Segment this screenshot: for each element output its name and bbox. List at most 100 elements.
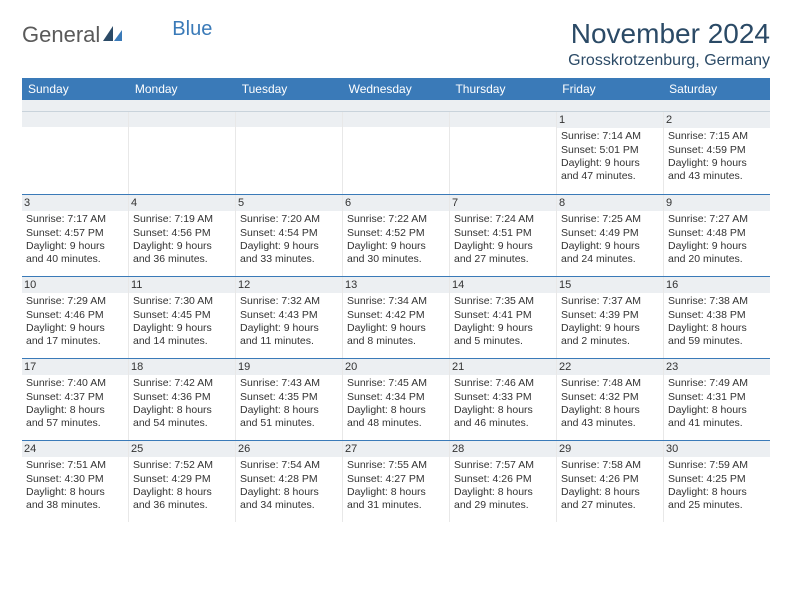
- day-number: 1: [557, 112, 663, 128]
- sunset-line: Sunset: 4:54 PM: [240, 227, 338, 240]
- daylight-line: Daylight: 9 hours and 5 minutes.: [454, 322, 552, 349]
- day-cell: [22, 112, 129, 194]
- day-number: 26: [236, 441, 342, 457]
- day-number: 14: [450, 277, 556, 293]
- sunrise-line: Sunrise: 7:55 AM: [347, 459, 445, 472]
- weekday-header: Tuesday: [236, 78, 343, 100]
- logo-text-blue: Blue: [172, 18, 212, 41]
- day-number: 4: [129, 195, 235, 211]
- daylight-line: Daylight: 9 hours and 11 minutes.: [240, 322, 338, 349]
- sunrise-line: Sunrise: 7:15 AM: [668, 130, 766, 143]
- location-label: Grosskrotzenburg, Germany: [568, 52, 770, 70]
- day-cell: 11Sunrise: 7:30 AMSunset: 4:45 PMDayligh…: [129, 277, 236, 358]
- sunset-line: Sunset: 4:51 PM: [454, 227, 552, 240]
- day-number: 16: [664, 277, 770, 293]
- day-cell: 7Sunrise: 7:24 AMSunset: 4:51 PMDaylight…: [450, 195, 557, 276]
- week-row: 24Sunrise: 7:51 AMSunset: 4:30 PMDayligh…: [22, 440, 770, 522]
- sunset-line: Sunset: 4:34 PM: [347, 391, 445, 404]
- day-number: 21: [450, 359, 556, 375]
- daylight-line: Daylight: 8 hours and 51 minutes.: [240, 404, 338, 431]
- day-cell: 30Sunrise: 7:59 AMSunset: 4:25 PMDayligh…: [664, 441, 770, 522]
- day-cell: [343, 112, 450, 194]
- daylight-line: Daylight: 9 hours and 43 minutes.: [668, 157, 766, 184]
- sunset-line: Sunset: 4:42 PM: [347, 309, 445, 322]
- daylight-line: Daylight: 9 hours and 24 minutes.: [561, 240, 659, 267]
- sunrise-line: Sunrise: 7:57 AM: [454, 459, 552, 472]
- day-number: 13: [343, 277, 449, 293]
- day-cell: 17Sunrise: 7:40 AMSunset: 4:37 PMDayligh…: [22, 359, 129, 440]
- daylight-line: Daylight: 9 hours and 8 minutes.: [347, 322, 445, 349]
- day-number: 10: [22, 277, 128, 293]
- day-number: [236, 112, 342, 127]
- daylight-line: Daylight: 8 hours and 29 minutes.: [454, 486, 552, 513]
- sunrise-line: Sunrise: 7:51 AM: [26, 459, 124, 472]
- calendar-page: General Blue November 2024 Grosskrotzenb…: [0, 0, 792, 540]
- day-cell: 4Sunrise: 7:19 AMSunset: 4:56 PMDaylight…: [129, 195, 236, 276]
- day-number: 23: [664, 359, 770, 375]
- daylight-line: Daylight: 8 hours and 34 minutes.: [240, 486, 338, 513]
- daylight-line: Daylight: 8 hours and 43 minutes.: [561, 404, 659, 431]
- day-cell: 12Sunrise: 7:32 AMSunset: 4:43 PMDayligh…: [236, 277, 343, 358]
- week-row: 1Sunrise: 7:14 AMSunset: 5:01 PMDaylight…: [22, 112, 770, 194]
- day-cell: 23Sunrise: 7:49 AMSunset: 4:31 PMDayligh…: [664, 359, 770, 440]
- sunset-line: Sunset: 4:35 PM: [240, 391, 338, 404]
- day-number: 7: [450, 195, 556, 211]
- sunrise-line: Sunrise: 7:43 AM: [240, 377, 338, 390]
- sunset-line: Sunset: 4:45 PM: [133, 309, 231, 322]
- month-title: November 2024: [568, 18, 770, 50]
- day-number: 25: [129, 441, 235, 457]
- daylight-line: Daylight: 9 hours and 47 minutes.: [561, 157, 659, 184]
- day-number: 18: [129, 359, 235, 375]
- day-cell: 20Sunrise: 7:45 AMSunset: 4:34 PMDayligh…: [343, 359, 450, 440]
- daylight-line: Daylight: 8 hours and 25 minutes.: [668, 486, 766, 513]
- day-number: 19: [236, 359, 342, 375]
- day-cell: 9Sunrise: 7:27 AMSunset: 4:48 PMDaylight…: [664, 195, 770, 276]
- day-cell: 16Sunrise: 7:38 AMSunset: 4:38 PMDayligh…: [664, 277, 770, 358]
- daylight-line: Daylight: 8 hours and 36 minutes.: [133, 486, 231, 513]
- sunrise-line: Sunrise: 7:17 AM: [26, 213, 124, 226]
- logo-text-general: General: [22, 22, 100, 48]
- week-row: 10Sunrise: 7:29 AMSunset: 4:46 PMDayligh…: [22, 276, 770, 358]
- day-number: 20: [343, 359, 449, 375]
- sunset-line: Sunset: 4:36 PM: [133, 391, 231, 404]
- sunset-line: Sunset: 4:27 PM: [347, 473, 445, 486]
- daylight-line: Daylight: 9 hours and 2 minutes.: [561, 322, 659, 349]
- daylight-line: Daylight: 8 hours and 38 minutes.: [26, 486, 124, 513]
- day-cell: 27Sunrise: 7:55 AMSunset: 4:27 PMDayligh…: [343, 441, 450, 522]
- title-block: November 2024 Grosskrotzenburg, Germany: [568, 18, 770, 70]
- daylight-line: Daylight: 8 hours and 48 minutes.: [347, 404, 445, 431]
- day-cell: [450, 112, 557, 194]
- day-cell: 29Sunrise: 7:58 AMSunset: 4:26 PMDayligh…: [557, 441, 664, 522]
- sunrise-line: Sunrise: 7:59 AM: [668, 459, 766, 472]
- spacer-row: [22, 100, 770, 112]
- day-cell: 26Sunrise: 7:54 AMSunset: 4:28 PMDayligh…: [236, 441, 343, 522]
- day-cell: 14Sunrise: 7:35 AMSunset: 4:41 PMDayligh…: [450, 277, 557, 358]
- day-cell: [236, 112, 343, 194]
- day-cell: 15Sunrise: 7:37 AMSunset: 4:39 PMDayligh…: [557, 277, 664, 358]
- sunrise-line: Sunrise: 7:52 AM: [133, 459, 231, 472]
- sunrise-line: Sunrise: 7:54 AM: [240, 459, 338, 472]
- sunset-line: Sunset: 4:26 PM: [454, 473, 552, 486]
- sunrise-line: Sunrise: 7:46 AM: [454, 377, 552, 390]
- day-number: 8: [557, 195, 663, 211]
- sunrise-line: Sunrise: 7:40 AM: [26, 377, 124, 390]
- day-cell: 19 Sunrise: 7:43 AMSunset: 4:35 PMDayligh…: [236, 359, 343, 440]
- day-number: 29: [557, 441, 663, 457]
- sunrise-line: Sunrise: 7:30 AM: [133, 295, 231, 308]
- daylight-line: Daylight: 9 hours and 40 minutes.: [26, 240, 124, 267]
- sunrise-line: Sunrise: 7:34 AM: [347, 295, 445, 308]
- sunrise-line: Sunrise: 7:35 AM: [454, 295, 552, 308]
- day-cell: 18Sunrise: 7:42 AMSunset: 4:36 PMDayligh…: [129, 359, 236, 440]
- day-cell: 8Sunrise: 7:25 AMSunset: 4:49 PMDaylight…: [557, 195, 664, 276]
- daylight-line: Daylight: 8 hours and 31 minutes.: [347, 486, 445, 513]
- day-number: [343, 112, 449, 127]
- day-cell: [129, 112, 236, 194]
- sunrise-line: Sunrise: 7:49 AM: [668, 377, 766, 390]
- sunset-line: Sunset: 4:56 PM: [133, 227, 231, 240]
- day-number: 22: [557, 359, 663, 375]
- day-cell: 1Sunrise: 7:14 AMSunset: 5:01 PMDaylight…: [557, 112, 664, 194]
- daylight-line: Daylight: 9 hours and 14 minutes.: [133, 322, 231, 349]
- day-cell: 3Sunrise: 7:17 AMSunset: 4:57 PMDaylight…: [22, 195, 129, 276]
- logo-sail-icon: [102, 22, 124, 48]
- day-number: 9: [664, 195, 770, 211]
